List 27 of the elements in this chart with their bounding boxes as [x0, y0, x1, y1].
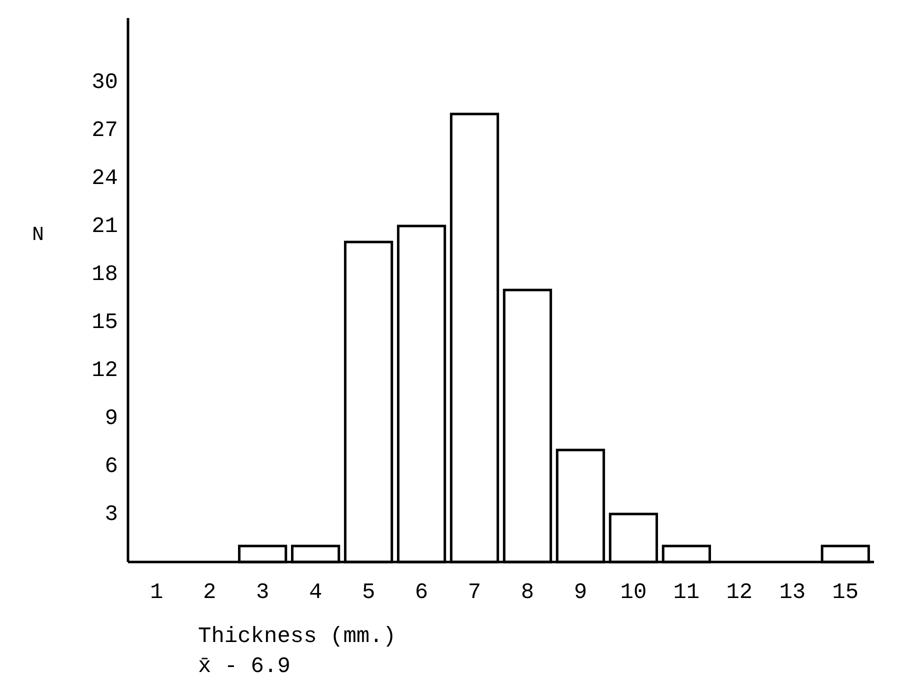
x-tick-label: 4	[308, 580, 322, 605]
x-tick-label: 5	[362, 580, 376, 605]
x-tick-label: 7	[468, 580, 482, 605]
x-tick-label: 1	[150, 580, 164, 605]
y-tick-label: 18	[92, 262, 118, 287]
x-tick-label: 6	[414, 580, 428, 605]
x-tick-label: 10	[620, 580, 647, 605]
x-tick-label: 9	[574, 580, 588, 605]
x-tick-label: 11	[673, 580, 700, 605]
x-tick-label: 3	[256, 580, 270, 605]
x-tick-label: 2	[202, 580, 216, 605]
y-tick-label: 24	[92, 166, 118, 191]
x-tick-label: 8	[520, 580, 534, 605]
y-tick-label: 30	[92, 70, 118, 95]
x-tick-label: 15	[832, 580, 859, 605]
y-tick-label: 9	[104, 406, 118, 431]
x-tick-label: 12	[726, 580, 753, 605]
y-tick-label: 27	[92, 118, 118, 143]
y-tick-label: 3	[104, 502, 118, 527]
text: x̄ - 6.9	[198, 654, 290, 679]
x-tick-label: 13	[779, 580, 806, 605]
y-axis-title: N	[32, 224, 44, 247]
x-axis-title: Thickness (mm.)	[198, 624, 396, 649]
y-tick-label: 15	[92, 310, 118, 335]
y-tick-label: 6	[104, 454, 118, 479]
y-tick-label: 12	[92, 358, 118, 383]
y-tick-label: 21	[92, 214, 118, 239]
